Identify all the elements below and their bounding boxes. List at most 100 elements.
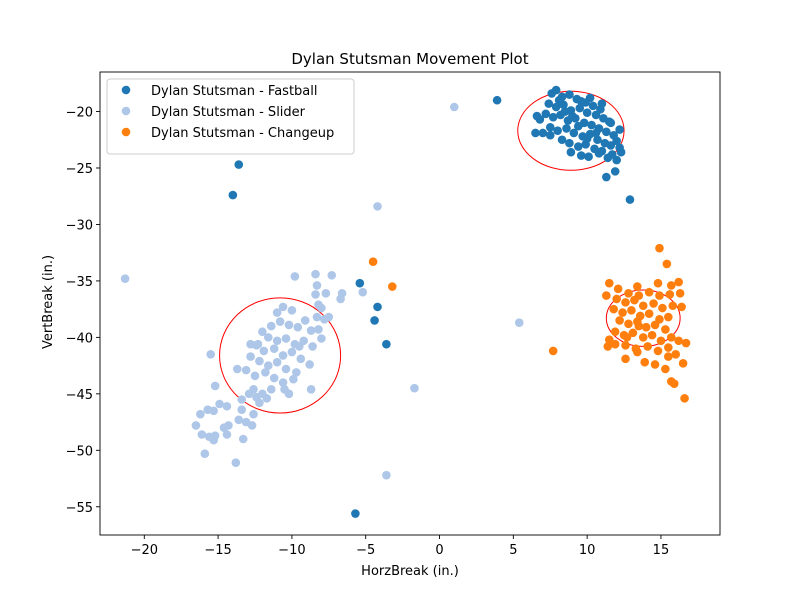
data-point-s2-63: [678, 359, 688, 368]
data-point-s2-48: [621, 340, 630, 350]
data-point-s2-68: [634, 321, 644, 331]
data-point-s1-2: [373, 202, 382, 211]
data-point-s1-25: [284, 320, 294, 330]
legend-label-2: Dylan Stutsman - Changeup: [151, 126, 334, 141]
data-point-s2-59: [650, 360, 660, 369]
data-point-s0-57: [576, 97, 586, 106]
data-point-s1-16: [317, 303, 326, 313]
data-point-s1-65: [232, 364, 242, 374]
data-point-s0-54: [538, 128, 548, 138]
data-point-s0-30: [569, 128, 579, 138]
data-point-s2-45: [666, 333, 676, 342]
data-point-s2-47: [610, 339, 620, 349]
data-point-s1-66: [244, 389, 254, 399]
data-point-s2-41: [628, 328, 638, 338]
data-point-s0-6: [588, 101, 598, 111]
data-point-s2-52: [664, 343, 673, 352]
data-point-s1-6: [290, 272, 300, 281]
data-point-s0-76: [370, 316, 379, 325]
data-point-s1-23: [266, 321, 276, 331]
data-point-s0-70: [616, 147, 626, 157]
data-point-s2-34: [624, 319, 633, 329]
data-point-s2-14: [655, 291, 664, 300]
y-tick-label-2: −45: [66, 388, 93, 403]
data-point-s0-62: [560, 107, 570, 116]
data-point-s1-70: [255, 398, 264, 408]
data-point-s2-8: [666, 281, 676, 290]
data-point-s0-53: [531, 128, 540, 138]
data-point-s2-6: [633, 282, 642, 291]
data-point-s0-36: [612, 136, 621, 146]
data-point-s2-43: [647, 330, 657, 340]
plot-frame: [99, 71, 721, 536]
cluster-ellipse-1: [219, 297, 342, 414]
data-point-s2-17: [602, 291, 611, 300]
data-point-s1-77: [196, 409, 205, 419]
x-tick-label-5: 5: [509, 543, 517, 558]
data-point-s1-55: [278, 378, 288, 387]
data-point-s1-48: [281, 364, 291, 374]
data-point-s1-17: [287, 305, 297, 315]
data-point-s2-44: [656, 336, 666, 346]
data-point-s1-9: [312, 281, 322, 290]
data-point-s2-55: [603, 342, 613, 351]
x-tick-label-3: −5: [356, 543, 375, 558]
y-tick-label-0: −55: [66, 501, 93, 516]
data-point-s0-78: [351, 509, 360, 518]
data-point-s0-64: [573, 121, 583, 131]
data-point-s1-7: [311, 269, 320, 279]
x-tick-label-0: −20: [131, 543, 158, 558]
data-point-s1-37: [317, 334, 326, 343]
legend-marker-2: [121, 127, 131, 137]
data-point-s0-75: [373, 302, 382, 312]
data-point-s1-53: [261, 368, 270, 377]
data-point-s1-54: [269, 373, 279, 383]
data-point-s2-37: [650, 320, 660, 330]
data-point-s1-29: [314, 325, 323, 334]
data-point-s1-73: [222, 401, 232, 411]
y-tick-label-1: −50: [66, 444, 93, 459]
data-point-s1-11: [358, 287, 368, 297]
data-point-s2-10: [613, 284, 623, 294]
data-point-s2-9: [674, 277, 683, 287]
chart-title: Dylan Stutsman Movement Plot: [291, 50, 528, 68]
data-point-s0-69: [625, 195, 635, 204]
data-point-s2-54: [681, 338, 691, 348]
x-tick-label-7: 15: [653, 543, 670, 558]
legend: Dylan Stutsman - Fastball Dylan Stutsman …: [106, 78, 355, 155]
data-point-s1-89: [209, 435, 218, 445]
y-tick-label-7: −20: [66, 106, 93, 121]
data-point-s0-1: [551, 85, 561, 95]
data-point-s2-20: [630, 295, 639, 305]
data-point-s2-61: [671, 350, 681, 359]
data-point-s0-35: [606, 141, 616, 150]
data-point-s2-56: [621, 354, 630, 364]
data-point-s1-56: [289, 374, 298, 384]
data-point-s1-78: [234, 415, 244, 425]
data-point-s1-52: [250, 371, 260, 381]
data-point-s2-62: [661, 364, 670, 374]
data-point-s1-69: [262, 394, 272, 403]
data-point-s1-82: [191, 421, 201, 430]
data-point-s1-33: [281, 334, 291, 343]
data-point-s1-28: [306, 326, 316, 335]
data-point-s1-0: [449, 102, 459, 112]
data-point-s1-14: [311, 290, 320, 299]
data-point-s0-60: [606, 118, 616, 128]
data-point-s0-56: [554, 95, 564, 105]
data-point-s0-47: [584, 152, 593, 161]
data-point-s1-20: [312, 312, 322, 322]
data-point-s0-38: [565, 138, 574, 148]
data-point-s0-27: [545, 123, 555, 132]
data-point-s1-27: [300, 316, 310, 325]
data-point-s1-4: [410, 383, 419, 393]
data-point-s2-51: [653, 346, 663, 356]
data-point-s0-23: [587, 120, 596, 130]
data-point-s1-47: [272, 357, 282, 367]
data-point-s2-23: [658, 303, 667, 313]
data-point-s1-40: [269, 344, 279, 353]
data-point-s2-57: [633, 347, 642, 357]
data-point-s0-28: [553, 126, 562, 136]
cluster-ellipse-2: [605, 289, 681, 347]
